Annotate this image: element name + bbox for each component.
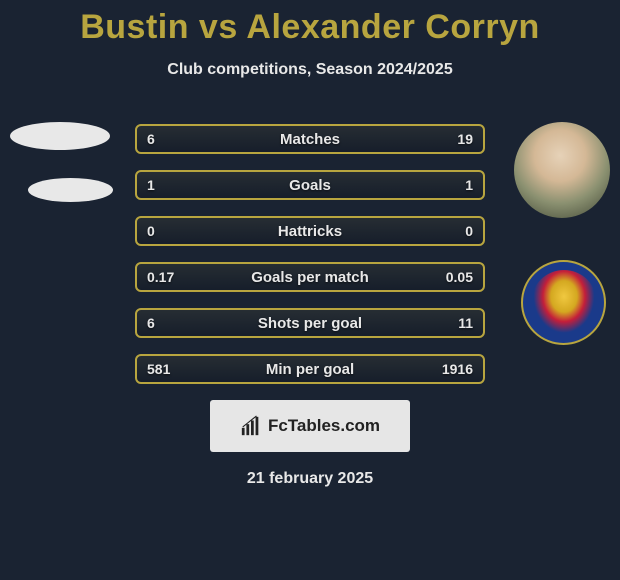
stat-left-value: 6: [147, 315, 155, 331]
stats-panel: 6 Matches 19 1 Goals 1 0 Hattricks 0 0.1…: [135, 124, 485, 488]
page-title: Bustin vs Alexander Corryn: [0, 0, 620, 47]
stat-right-value: 0: [465, 223, 473, 239]
stat-right-value: 19: [457, 131, 473, 147]
stat-left-value: 581: [147, 361, 170, 377]
stat-label: Hattricks: [278, 223, 342, 240]
stat-left-value: 0.17: [147, 269, 174, 285]
chart-icon: [240, 415, 262, 437]
stat-right-value: 1: [465, 177, 473, 193]
player2-avatar: [512, 120, 612, 220]
player2-club-badge: [521, 260, 606, 345]
stat-left-value: 6: [147, 131, 155, 147]
stat-left-value: 1: [147, 177, 155, 193]
stat-label: Matches: [280, 131, 340, 148]
stat-row-shots-per-goal: 6 Shots per goal 11: [135, 308, 485, 338]
attribution-badge[interactable]: FcTables.com: [210, 400, 410, 452]
stat-label: Shots per goal: [258, 315, 362, 332]
stat-row-goals-per-match: 0.17 Goals per match 0.05: [135, 262, 485, 292]
stat-row-goals: 1 Goals 1: [135, 170, 485, 200]
stat-row-min-per-goal: 581 Min per goal 1916: [135, 354, 485, 384]
stat-right-value: 0.05: [446, 269, 473, 285]
player1-club-badge: [28, 178, 113, 202]
player1-avatar: [10, 122, 110, 150]
stat-label: Min per goal: [266, 361, 354, 378]
stat-left-value: 0: [147, 223, 155, 239]
stat-row-matches: 6 Matches 19: [135, 124, 485, 154]
attribution-text: FcTables.com: [268, 416, 380, 436]
date-text: 21 february 2025: [135, 470, 485, 488]
stat-right-value: 1916: [442, 361, 473, 377]
stat-label: Goals per match: [251, 269, 369, 286]
subtitle: Club competitions, Season 2024/2025: [0, 61, 620, 79]
stat-row-hattricks: 0 Hattricks 0: [135, 216, 485, 246]
stat-label: Goals: [289, 177, 331, 194]
stat-right-value: 11: [458, 315, 473, 331]
